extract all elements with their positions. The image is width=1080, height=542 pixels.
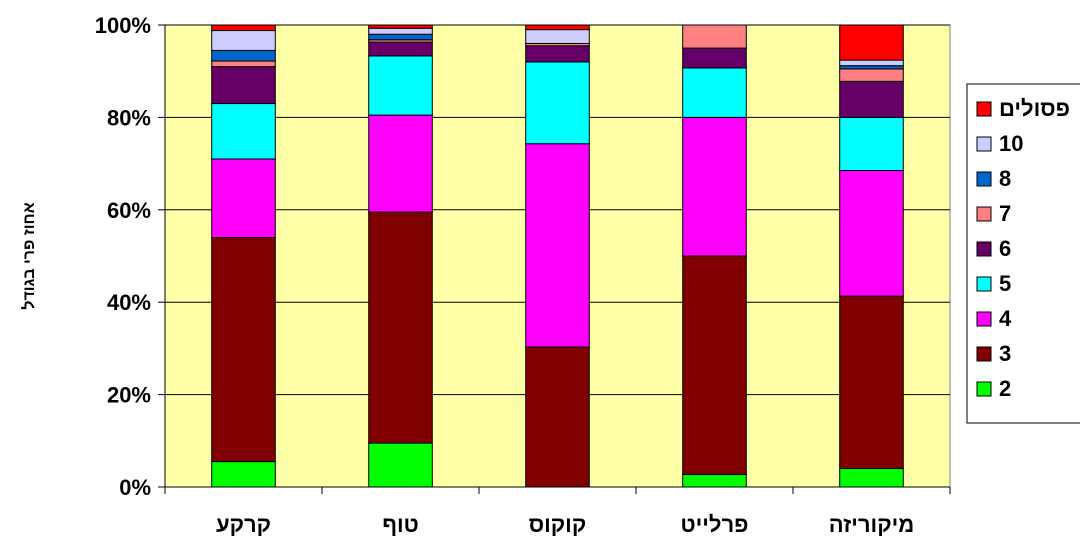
bar-segment-2-3 (368, 211, 433, 444)
legend-swatch (976, 276, 992, 292)
y-tick-label: 60% (107, 198, 151, 223)
x-category-label: טוף (382, 512, 419, 537)
y-tick-label: 100% (95, 13, 151, 38)
bar-segment-4-5 (682, 67, 747, 118)
bar-segment-1-6 (211, 66, 276, 105)
bar-segment-1-4 (211, 158, 276, 239)
bar-segment-4-2 (682, 474, 747, 488)
bar-segment-5-7 (839, 68, 904, 82)
legend-swatch (976, 136, 992, 152)
bar-segment-2-פסולים (368, 24, 433, 29)
y-axis-label: אחוז פרי בגודל (20, 202, 38, 309)
bar-segment-5-5 (839, 116, 904, 172)
bar-segment-2-8 (368, 33, 433, 41)
x-category-labels: קרקע טוף קוקוס פרלייט מיקוריזה (216, 512, 914, 537)
legend-swatch (976, 311, 992, 327)
x-category-label: פרלייט (680, 512, 748, 537)
x-category-label: קוקוס (529, 512, 586, 537)
legend-swatch (976, 171, 992, 187)
bar-segment-1-3 (211, 237, 276, 463)
bar-segment-2-2 (368, 442, 433, 488)
x-category-label: מיקוריזה (829, 512, 914, 537)
y-tick-label: 40% (107, 290, 151, 315)
legend-label: 4 (999, 306, 1012, 331)
bar-segment-5-4 (839, 170, 904, 297)
legend-label: 10 (999, 131, 1023, 156)
bar-segment-4-3 (682, 255, 747, 476)
bar-segment-2-4 (368, 114, 433, 213)
legend: פסולים 10 8 7 6 5 4 3 2 (966, 83, 1080, 424)
bar-segment-3-6 (525, 45, 590, 63)
bar-segment-1-5 (211, 103, 276, 160)
legend-swatch (976, 241, 992, 257)
bar-segment-3-10 (525, 29, 590, 44)
bar-segment-1-פסולים (211, 24, 276, 32)
bar-segment-3-פסולים (525, 24, 590, 31)
legend-label: 3 (999, 341, 1011, 366)
bar-segment-4-6 (682, 47, 747, 69)
bar-segment-1-7 (211, 60, 276, 68)
y-tick-label: 20% (107, 383, 151, 408)
bar-segment-5-6 (839, 80, 904, 118)
bar-segment-5-2 (839, 468, 904, 488)
legend-swatch (976, 381, 992, 397)
legend-label: 7 (999, 201, 1011, 226)
x-category-label: קרקע (216, 512, 271, 537)
bar-segment-1-8 (211, 49, 276, 62)
bar-segment-2-10 (368, 27, 433, 35)
legend-swatch (976, 101, 992, 117)
legend-label: פסולים (999, 96, 1070, 121)
legend-label: 8 (999, 166, 1011, 191)
bar-segment-3-4 (525, 143, 590, 348)
legend-swatch (976, 346, 992, 362)
legend-label: 5 (999, 271, 1011, 296)
bars (211, 24, 904, 488)
bar-segment-3-3 (525, 346, 590, 488)
bar-segment-1-10 (211, 30, 276, 51)
bar-segment-5-3 (839, 295, 904, 470)
legend-swatch (976, 206, 992, 222)
bar-segment-3-5 (525, 61, 590, 145)
bar-segment-4-7 (682, 24, 747, 49)
bar-segment-5-פסולים (839, 24, 904, 61)
bar-segment-1-2 (211, 461, 276, 488)
axes (158, 24, 951, 494)
bar-segment-5-10 (839, 59, 904, 67)
y-tick-labels: 0% 20% 40% 60% 80% 100% (95, 13, 151, 500)
y-tick-label: 0% (119, 475, 151, 500)
legend-label: 6 (999, 236, 1011, 261)
bar-segment-2-6 (368, 41, 433, 57)
legend-label: 2 (999, 376, 1011, 401)
y-tick-label: 80% (107, 105, 151, 130)
bar-segment-4-4 (682, 116, 747, 257)
bar-segment-2-5 (368, 55, 433, 116)
